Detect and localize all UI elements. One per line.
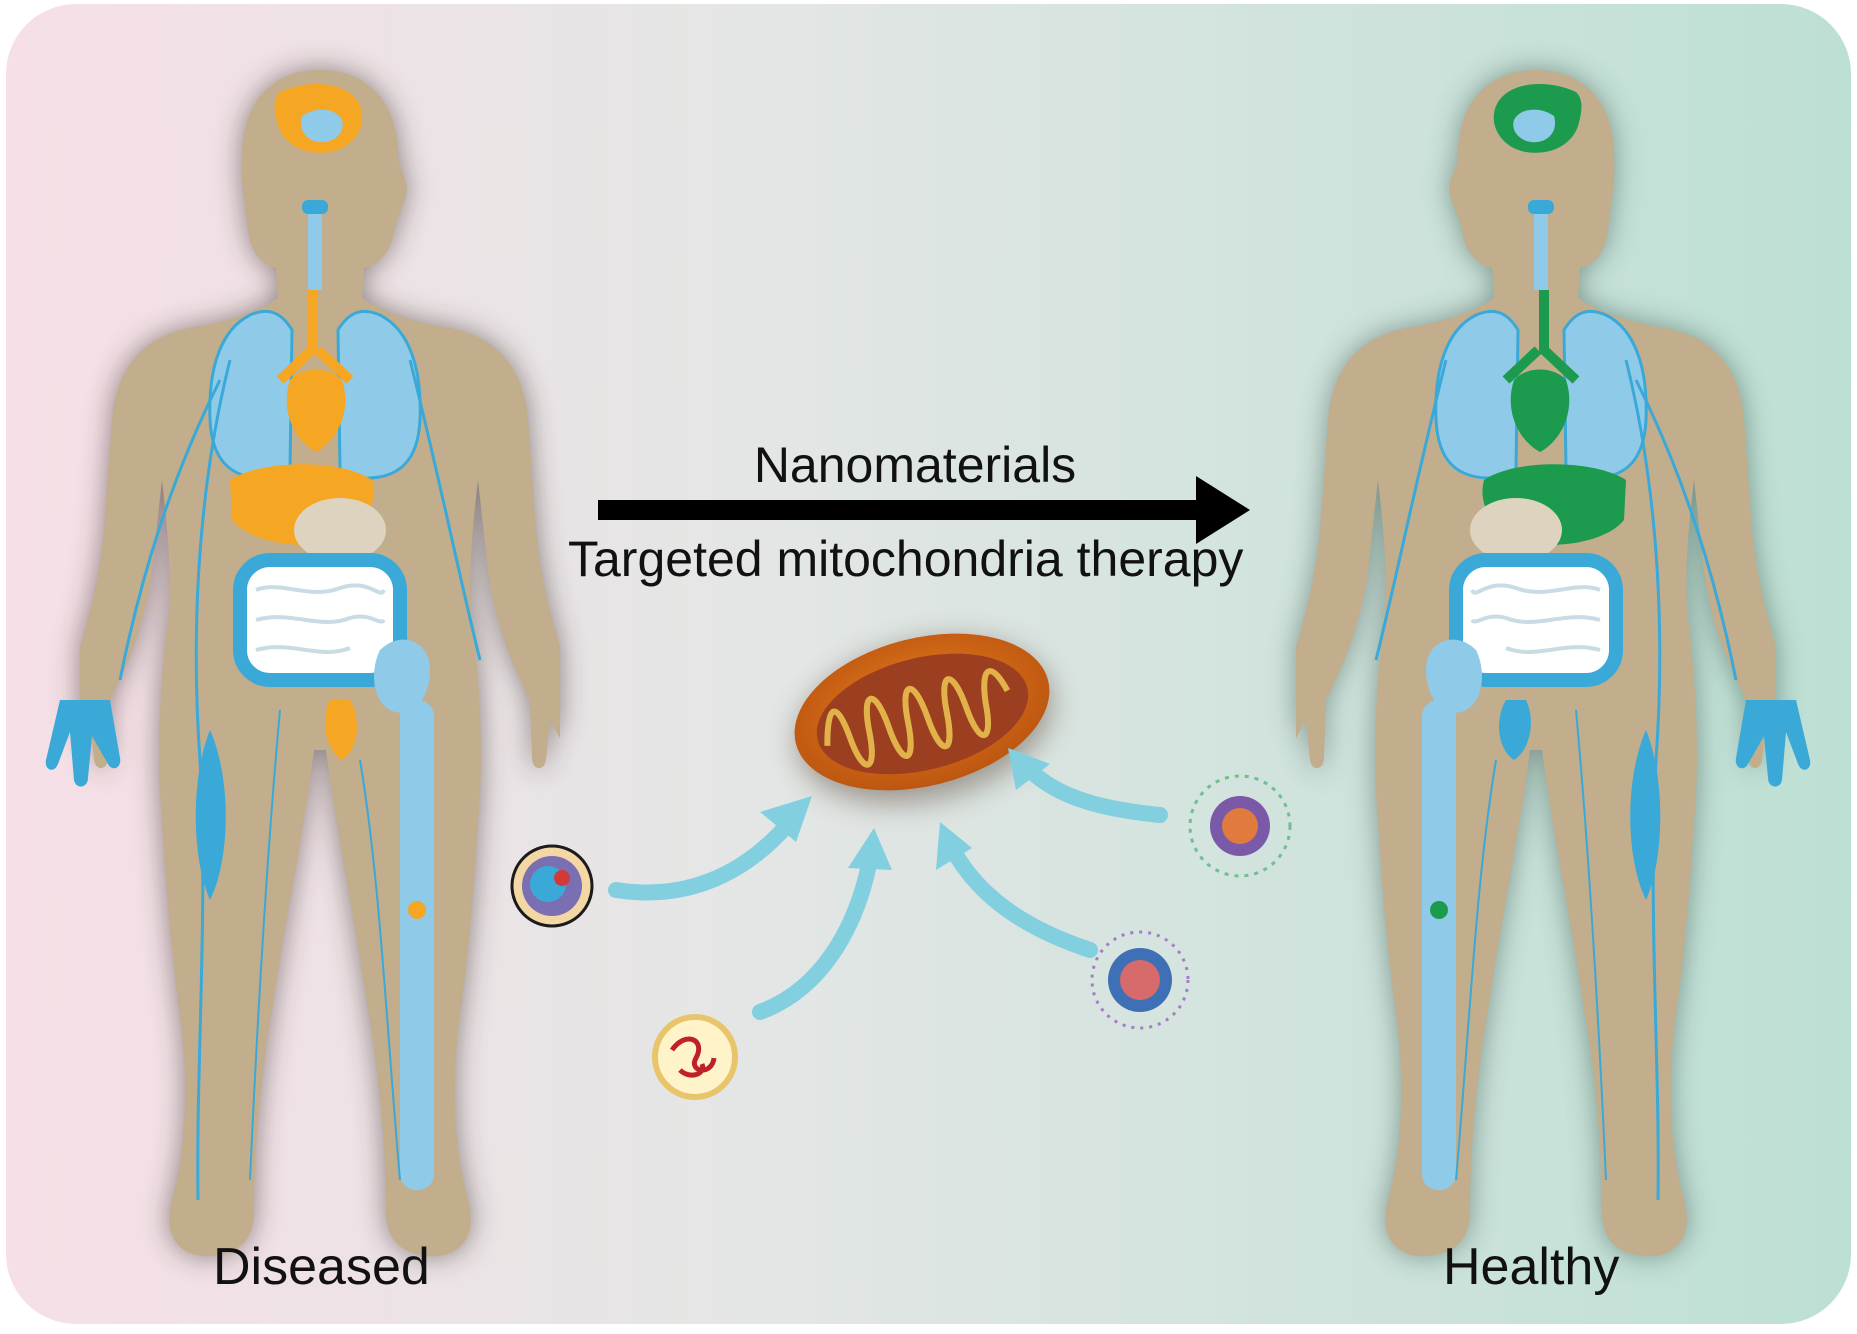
nanoparticle-liposome	[510, 844, 594, 928]
process-arrow	[598, 476, 1250, 544]
arrow-top-label: Nanomaterials	[753, 437, 1077, 493]
targeting-arrowheads	[760, 748, 1050, 870]
nanoparticle-polymer	[652, 1014, 738, 1100]
arrow-bottom-label: Targeted mitochondria therapy	[568, 531, 1244, 587]
mitochondrion	[794, 633, 1052, 804]
diseased-body	[45, 70, 560, 1257]
diseased-label: Diseased	[213, 1238, 430, 1296]
healthy-label: Healthy	[1443, 1238, 1620, 1296]
healthy-body	[1296, 70, 1811, 1257]
targeting-arrows	[608, 762, 1168, 1020]
nanoparticle-dendrimer	[1090, 930, 1190, 1030]
nanoparticle-micelle	[1188, 774, 1292, 878]
